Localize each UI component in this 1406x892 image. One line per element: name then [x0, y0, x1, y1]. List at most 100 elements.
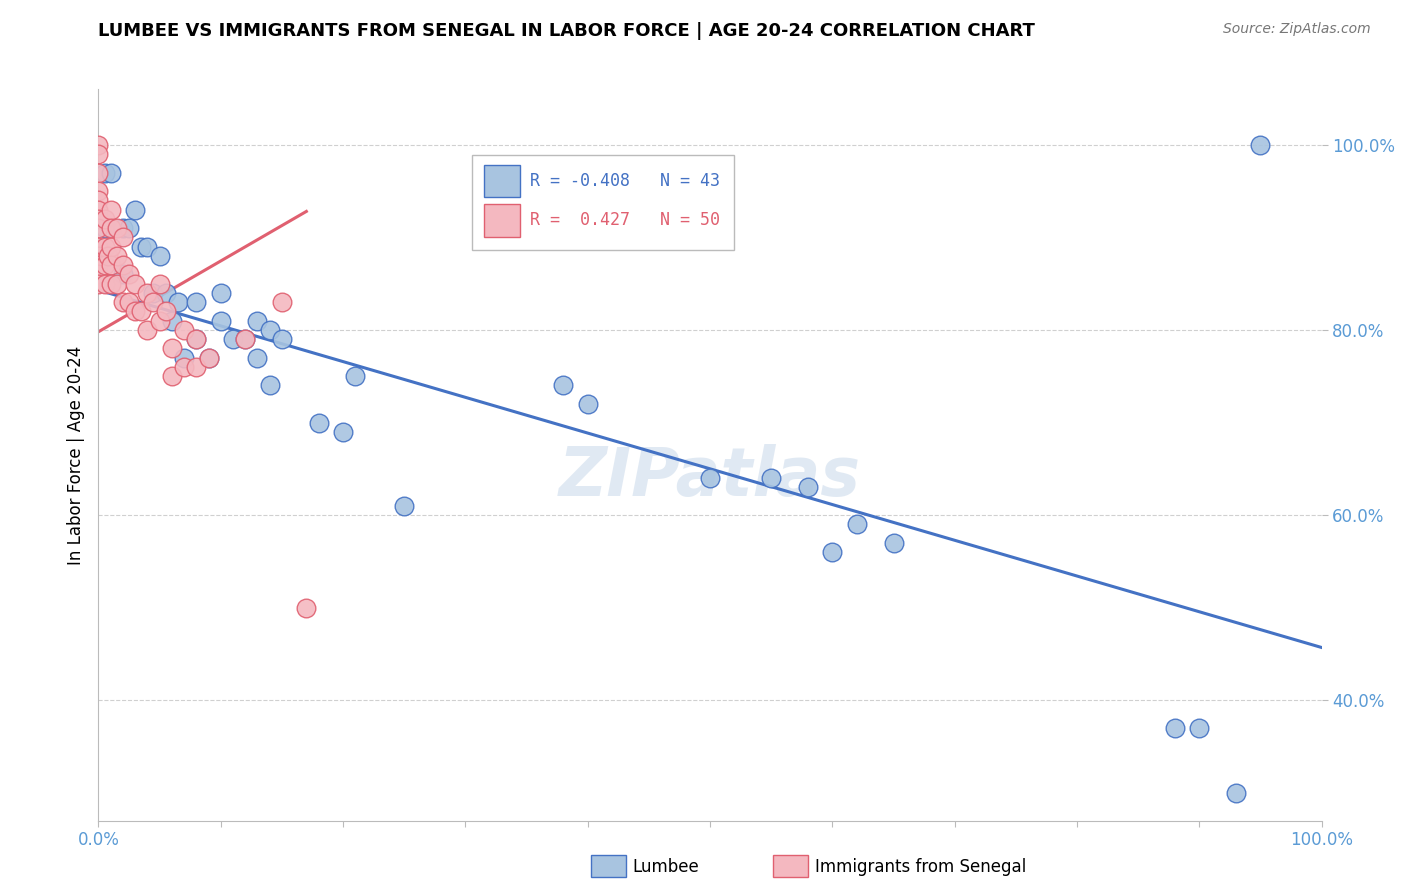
Text: Lumbee: Lumbee [633, 858, 699, 876]
Text: ZIPatlas: ZIPatlas [560, 444, 860, 510]
Point [105, 249, 128, 263]
Point [699, 471, 721, 485]
Point [100, 202, 122, 217]
Point [87, 249, 110, 263]
Text: Source: ZipAtlas.com: Source: ZipAtlas.com [1223, 22, 1371, 37]
Point [197, 351, 219, 365]
Point [87, 165, 110, 179]
Point [93, 239, 115, 253]
Point [821, 545, 844, 559]
Point [100, 277, 122, 291]
Point [87, 258, 110, 272]
Point [209, 313, 232, 327]
Point [553, 378, 575, 392]
Point [87, 202, 110, 217]
Point [124, 202, 146, 217]
Point [100, 165, 122, 179]
Point [87, 277, 110, 291]
Point [233, 332, 256, 346]
Point [136, 323, 159, 337]
Point [1164, 721, 1187, 735]
Point [197, 351, 219, 365]
Point [118, 221, 141, 235]
Point [129, 304, 152, 318]
Point [259, 323, 281, 337]
FancyBboxPatch shape [471, 155, 734, 250]
Point [136, 285, 159, 300]
Point [142, 295, 165, 310]
Point [111, 258, 134, 272]
Point [87, 194, 110, 208]
Point [87, 211, 110, 226]
Point [87, 239, 110, 253]
Point [93, 258, 115, 272]
Point [111, 221, 134, 235]
Point [167, 295, 190, 310]
Point [93, 221, 115, 235]
Point [149, 313, 172, 327]
Text: R =  0.427   N = 50: R = 0.427 N = 50 [530, 211, 720, 229]
Point [246, 351, 269, 365]
Point [186, 332, 208, 346]
Point [222, 332, 245, 346]
Point [186, 295, 208, 310]
Point [259, 378, 281, 392]
Point [173, 359, 195, 374]
Point [344, 369, 367, 384]
Point [761, 471, 783, 485]
Point [173, 351, 195, 365]
Point [97, 249, 120, 263]
Point [246, 313, 269, 327]
Point [186, 359, 208, 374]
Point [295, 600, 318, 615]
Point [93, 277, 115, 291]
Point [87, 137, 110, 152]
Point [308, 416, 330, 430]
Point [111, 295, 134, 310]
Point [1225, 786, 1247, 800]
Point [136, 239, 159, 253]
Point [845, 517, 868, 532]
Point [87, 268, 110, 282]
Point [332, 425, 354, 439]
Point [392, 499, 416, 513]
Point [105, 221, 128, 235]
Point [160, 369, 183, 384]
Point [87, 184, 110, 198]
Point [1249, 137, 1271, 152]
Point [797, 480, 820, 494]
Point [233, 332, 256, 346]
Point [100, 221, 122, 235]
Point [93, 211, 115, 226]
Y-axis label: In Labor Force | Age 20-24: In Labor Force | Age 20-24 [66, 345, 84, 565]
Point [87, 147, 110, 161]
Point [160, 342, 183, 356]
Text: R = -0.408   N = 43: R = -0.408 N = 43 [530, 172, 720, 190]
Point [883, 536, 905, 550]
Point [87, 221, 110, 235]
Point [1188, 721, 1211, 735]
Point [173, 323, 195, 337]
Point [149, 249, 172, 263]
Point [160, 313, 183, 327]
Text: Immigrants from Senegal: Immigrants from Senegal [815, 858, 1026, 876]
Point [111, 230, 134, 244]
Point [129, 239, 152, 253]
Point [155, 285, 177, 300]
Point [93, 165, 115, 179]
Point [155, 304, 177, 318]
FancyBboxPatch shape [484, 204, 520, 237]
Point [111, 268, 134, 282]
Point [270, 295, 294, 310]
Point [105, 277, 128, 291]
Point [100, 258, 122, 272]
Point [270, 332, 294, 346]
Point [576, 397, 599, 411]
Point [186, 332, 208, 346]
Point [124, 277, 146, 291]
Point [100, 239, 122, 253]
Point [118, 268, 141, 282]
Text: LUMBEE VS IMMIGRANTS FROM SENEGAL IN LABOR FORCE | AGE 20-24 CORRELATION CHART: LUMBEE VS IMMIGRANTS FROM SENEGAL IN LAB… [98, 22, 1035, 40]
Point [209, 285, 232, 300]
Point [142, 285, 165, 300]
